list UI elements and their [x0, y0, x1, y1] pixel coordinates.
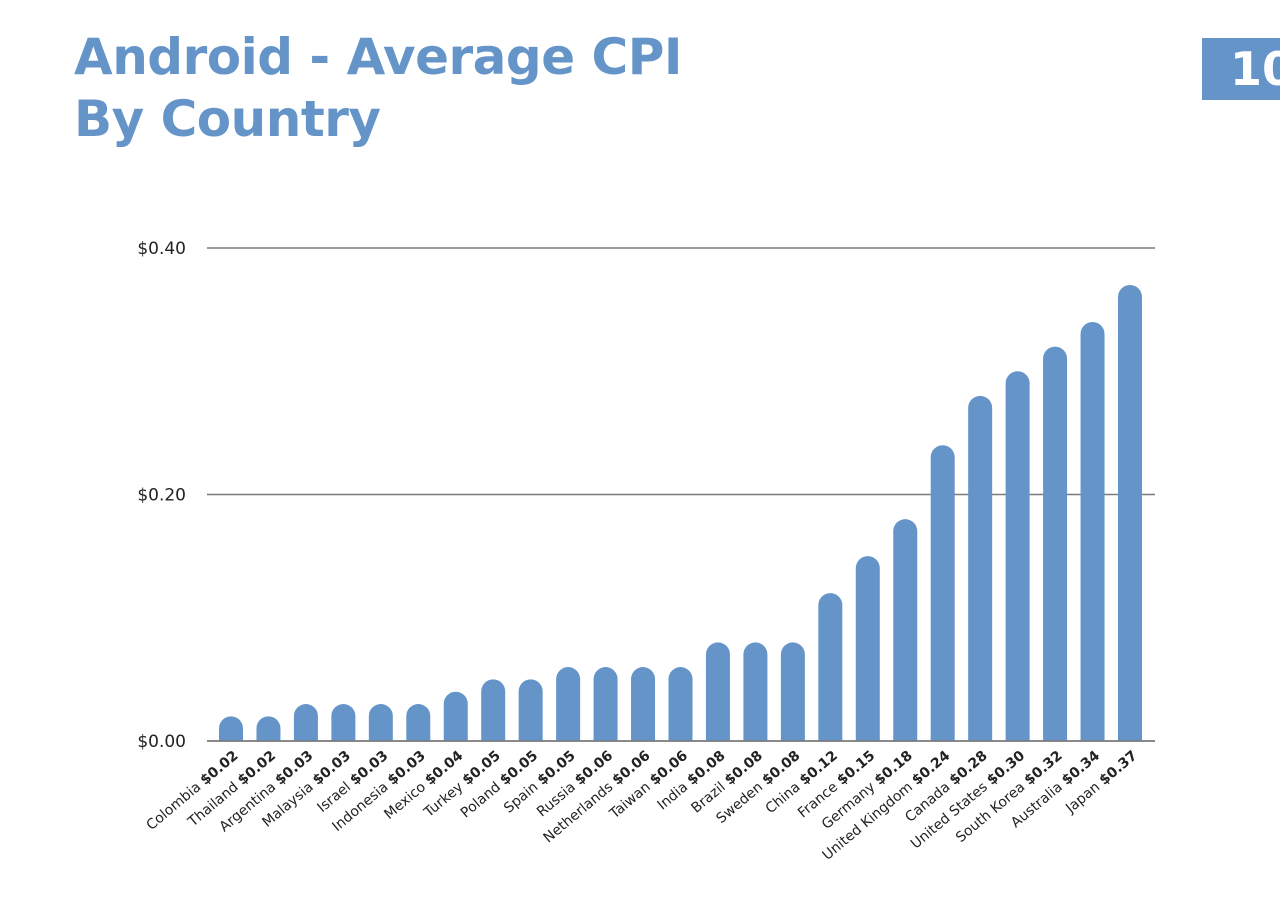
bar-france	[855, 556, 880, 741]
value-label: $0.37	[1096, 748, 1140, 789]
bar-netherlands	[631, 667, 656, 741]
bar-malaysia	[331, 704, 356, 741]
bar-spain	[556, 667, 581, 741]
bar-japan	[1118, 284, 1142, 741]
bar-mexico	[443, 691, 468, 741]
bar-china	[818, 593, 843, 741]
bar-united-states	[1005, 371, 1030, 741]
bar-australia	[1080, 321, 1105, 741]
bar-sweden	[780, 642, 805, 741]
bar-united-kingdom	[930, 445, 955, 741]
y-tick-label: $0.00	[137, 732, 186, 752]
bar-poland	[518, 679, 543, 741]
bar-russia	[593, 667, 618, 741]
bar-india	[705, 642, 730, 741]
page-number: 10	[1230, 42, 1280, 96]
y-axis-ticks: $0.00 $0.20 $0.40	[137, 239, 186, 752]
y-tick-label: $0.40	[137, 239, 186, 259]
chart-title-line-1: Android - Average CPI	[74, 28, 682, 86]
page-number-badge: 10	[1202, 38, 1280, 100]
bar-indonesia	[406, 704, 431, 741]
bar-thailand	[256, 716, 281, 741]
bar-argentina	[293, 704, 318, 741]
bar-turkey	[481, 679, 506, 741]
bar-taiwan	[668, 667, 693, 741]
bar-colombia	[219, 716, 243, 741]
y-tick-label: $0.20	[137, 486, 186, 506]
bar-brazil	[743, 642, 768, 741]
bar-germany	[893, 519, 918, 741]
chart-title: Android - Average CPI By Country	[74, 26, 682, 150]
bar-canada	[968, 395, 993, 741]
bar-israel	[368, 704, 393, 741]
chart-title-line-2: By Country	[74, 90, 381, 148]
bar-south-korea	[1043, 346, 1068, 741]
bars	[219, 284, 1142, 741]
